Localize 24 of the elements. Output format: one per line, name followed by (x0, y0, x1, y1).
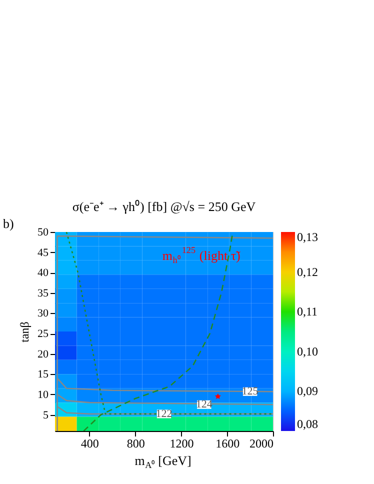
x-tick-label: 800 (126, 436, 145, 450)
text: b) (3, 216, 14, 231)
color-bar-label: 0,08 (297, 417, 318, 431)
y-tick-label: 10 (38, 388, 49, 401)
y-axis-title: tanβ (18, 322, 32, 342)
y-tick-label: 45 (38, 246, 49, 259)
y-tick-label: 25 (38, 328, 49, 340)
color-bar-label: 0,11 (297, 304, 318, 319)
y-tick-label: 5 (43, 409, 49, 422)
y-tick-label: 35 (38, 287, 49, 300)
chart-title: σ(e⁻e⁺ → γh⁰) [fb] @√s = 250 GeV (72, 199, 256, 214)
color-bar-label: 0,10 (297, 344, 318, 358)
y-tick-label: 15 (38, 368, 49, 381)
x-tick-label: 400 (80, 436, 99, 450)
color-bar-label: 0,12 (297, 264, 318, 279)
x-tick-label: 1200 (170, 436, 194, 450)
x-tick-label: 2000 (250, 436, 274, 450)
color-bar-label: 0,13 (297, 230, 318, 244)
y-tick-label: 20 (38, 348, 49, 360)
color-bar-label: 0,09 (297, 384, 318, 398)
y-tick-label: 50 (38, 226, 49, 238)
y-tick-label: 40 (38, 267, 49, 280)
y-tick-label: 30 (38, 308, 49, 320)
x-tick-label: 1600 (216, 436, 240, 450)
